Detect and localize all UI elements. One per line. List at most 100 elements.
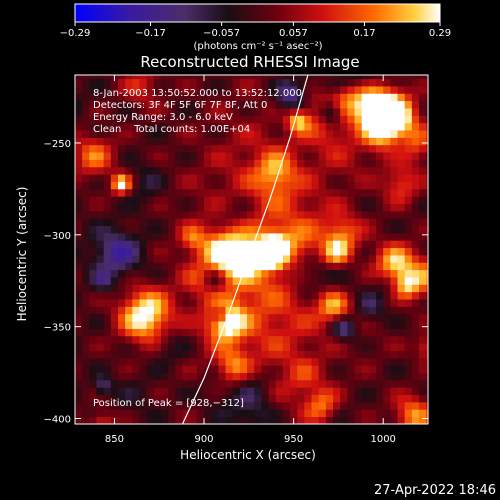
heatmap-cell [82, 108, 90, 116]
heatmap-cell [268, 401, 277, 410]
heatmap-cell [232, 416, 241, 424]
heatmap-cell [175, 159, 183, 168]
heatmap-cell [340, 86, 348, 94]
heatmap-cell [376, 416, 384, 424]
heatmap-cell [333, 277, 341, 285]
heatmap-cell [225, 409, 234, 418]
heatmap-cell [282, 78, 291, 87]
heatmap-cell [89, 86, 97, 94]
heatmap-cell [225, 78, 234, 87]
heatmap-cell [75, 409, 83, 418]
heatmap-cell [411, 159, 420, 168]
heatmap-cell [103, 394, 112, 403]
heatmap-cell [153, 137, 162, 146]
heatmap-cell [189, 122, 198, 131]
heatmap-cell [354, 343, 363, 351]
heatmap-cell [347, 137, 355, 146]
heatmap-cell [153, 100, 162, 109]
heatmap-cell [426, 232, 428, 241]
heatmap-cell [361, 277, 370, 285]
heatmap-cell [426, 321, 428, 329]
heatmap-cell [390, 78, 398, 87]
heatmap-cell [175, 343, 183, 351]
heatmap-cell [404, 409, 413, 418]
heatmap-cell [282, 218, 291, 227]
heatmap-cell [361, 122, 370, 131]
heatmap-cell [297, 291, 305, 300]
heatmap-cell [404, 100, 413, 109]
heatmap-cell [297, 379, 305, 388]
heatmap-cell [275, 240, 284, 249]
heatmap-cell [139, 78, 148, 87]
heatmap-cell [146, 401, 155, 410]
heatmap-cell [383, 166, 391, 175]
heatmap-cell [225, 357, 234, 366]
heatmap-cell [411, 166, 420, 175]
heatmap-cell [368, 225, 377, 234]
heatmap-cell [103, 210, 112, 219]
heatmap-cell [132, 372, 140, 381]
heatmap-cell [153, 262, 162, 271]
heatmap-cell [325, 122, 334, 131]
heatmap-cell [189, 203, 198, 212]
heatmap-cell [247, 196, 255, 204]
heatmap-cell [268, 343, 277, 351]
heatmap-cell [96, 277, 105, 285]
heatmap-cell [419, 343, 427, 351]
heatmap-cell [175, 100, 183, 109]
heatmap-cell [261, 372, 269, 381]
heatmap-cell [96, 262, 105, 271]
heatmap-cell [411, 284, 420, 293]
heatmap-cell [282, 137, 291, 146]
heatmap-cell [146, 343, 155, 351]
heatmap-cell [340, 93, 348, 102]
heatmap-cell [139, 343, 148, 351]
heatmap-cell [225, 291, 234, 300]
heatmap-cell [153, 409, 162, 418]
heatmap-cell [132, 188, 140, 197]
heatmap-cell [282, 232, 291, 241]
x-axis-title: Heliocentric X (arcsec) [180, 448, 316, 462]
heatmap-cell [297, 401, 305, 410]
heatmap-cell [139, 269, 148, 278]
heatmap-cell [110, 409, 119, 418]
heatmap-cell [161, 255, 169, 263]
heatmap-cell [275, 321, 284, 329]
heatmap-cell [254, 394, 262, 403]
plot-frame [74, 74, 429, 425]
heatmap-cell [318, 86, 327, 94]
heatmap-cell [247, 335, 255, 344]
heatmap-cell [168, 379, 176, 388]
heatmap-cell [311, 269, 320, 278]
heatmap-cell [103, 240, 112, 249]
heatmap-cell [376, 108, 384, 116]
heatmap-cell [139, 379, 148, 388]
heatmap-cell [304, 130, 312, 138]
heatmap-cell [182, 115, 191, 124]
heatmap-cell [161, 357, 169, 366]
heatmap-cell [282, 225, 291, 234]
heatmap-cell [404, 75, 413, 80]
heatmap-cell [318, 174, 327, 182]
heatmap-cell [75, 75, 83, 80]
heatmap-cell [254, 232, 262, 241]
heatmap-cell [247, 321, 255, 329]
heatmap-cell [325, 137, 334, 146]
heatmap-cell [103, 313, 112, 322]
heatmap-cell [204, 122, 212, 131]
heatmap-cell [139, 416, 148, 424]
heatmap-cell [132, 196, 140, 204]
heatmap-cell [175, 108, 183, 116]
heatmap-cell [290, 196, 298, 204]
heatmap-cell [333, 343, 341, 351]
heatmap-cell [340, 115, 348, 124]
heatmap-cell [261, 100, 269, 109]
heatmap-cell [232, 122, 241, 131]
heatmap-cell [125, 122, 133, 131]
heatmap-cell [146, 306, 155, 315]
heatmap-cell [333, 357, 341, 366]
heatmap-cell [96, 86, 105, 94]
heatmap-cell [397, 291, 406, 300]
heatmap-cell [153, 350, 162, 359]
heatmap-cell [397, 225, 406, 234]
